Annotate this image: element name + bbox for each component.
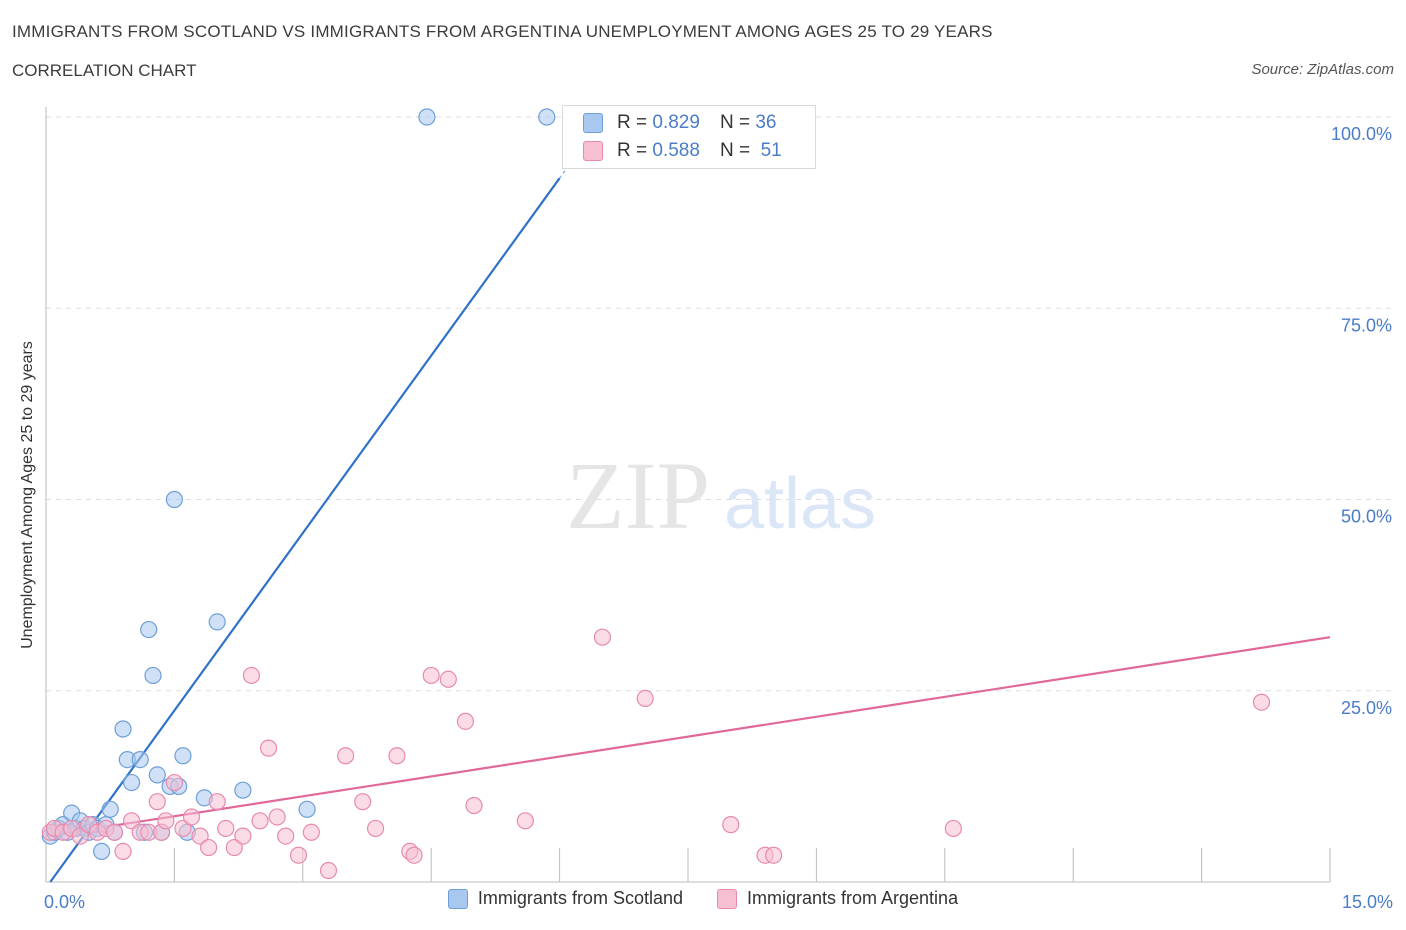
argentina-point [277,827,295,845]
r-label: R = [617,112,648,133]
watermark-zip: ZIP [566,442,710,549]
y-tick-label: 100.0% [1331,124,1392,144]
argentina-point [268,808,286,826]
scotland-point [144,666,162,685]
argentina-point [157,812,175,830]
source-credit: Source: ZipAtlas.com [1251,61,1394,78]
y-tick-label: 75.0% [1341,315,1392,335]
argentina-point [289,846,308,864]
argentina-point [242,666,261,685]
argentina-swatch [583,141,603,161]
argentina-point [208,793,226,811]
argentina-point [439,670,457,688]
correlation-box: R = 0.829 N = 36 R = 0.588 N = 51 [562,105,816,169]
argentina-point [148,793,166,811]
argentina-point [174,819,192,838]
argentina-point [516,812,534,830]
argentina-point [123,812,141,830]
data-points [41,108,1271,880]
argentina-point [593,628,612,646]
scotland-point [131,750,149,769]
argentina-r-value: 0.588 [652,140,700,161]
argentina-point [114,842,132,861]
argentina-point [465,796,483,815]
legend-swatch-scotland [447,888,468,909]
legend-swatch-argentina [717,888,737,909]
argentina-point [225,838,243,857]
argentina-point [259,739,278,757]
scotland-point [148,766,166,784]
y-tick-label: 50.0% [1341,507,1392,527]
y-axis-label: Unemployment Among Ages 25 to 29 years [19,341,36,649]
scotland-point [114,720,132,738]
argentina-point [366,819,385,838]
chart-subtitle: CORRELATION CHART [12,61,197,80]
argentina-point [764,846,783,864]
chart-title: IMMIGRANTS FROM SCOTLAND VS IMMIGRANTS F… [12,22,993,41]
axes [45,107,1331,883]
argentina-point [217,819,235,838]
chart-legend: Immigrants from Scotland Immigrants from… [0,888,1406,909]
scotland-n-value: 36 [755,112,777,133]
scotland-point [234,781,252,799]
argentina-point [191,827,209,845]
correlation-row-scotland: R = 0.829 N = 36 [583,112,776,134]
scotland-point [165,490,183,509]
scotland-swatch [583,113,603,133]
argentina-point [456,712,475,730]
scotland-point [174,747,192,765]
x-tick-label: 0.0% [44,892,85,912]
scotland-point [93,842,111,861]
argentina-point [302,823,320,841]
argentina-point [405,846,423,864]
y-tick-label: 25.0% [1341,698,1392,718]
argentina-point [354,793,372,811]
argentina-n-value: 51 [760,140,782,161]
grid-lines [46,116,1394,692]
scotland-point [538,108,556,126]
scotland-point [298,800,316,818]
argentina-point [422,666,440,685]
argentina-point [1252,693,1271,711]
argentina-point [71,827,89,845]
watermark-atlas: atlas [724,464,876,544]
n-label: N = [719,112,751,133]
argentina-point [388,747,406,765]
argentina-point [337,747,355,765]
legend-item-scotland[interactable]: Immigrants from Scotland [447,888,683,909]
correlation-row-argentina: R = 0.588 N = 51 [583,140,782,162]
scotland-point [208,613,226,631]
legend-label-scotland: Immigrants from Scotland [477,888,683,908]
trend-line-argentina [45,636,1331,838]
argentina-point [105,823,124,841]
argentina-point [722,816,740,834]
scotland-point [101,800,119,818]
legend-label-argentina: Immigrants from Argentina [747,888,959,908]
r-label: R = [617,140,648,161]
tick-labels: 25.0% 50.0% 75.0% 100.0% 0.0% 15.0% [44,124,1393,912]
argentina-point [319,861,338,880]
argentina-point [200,838,218,857]
x-tick-label: 15.0% [1342,892,1393,912]
scotland-point [140,620,158,639]
n-label: N = [719,140,751,161]
argentina-point [251,812,269,830]
argentina-point [636,689,654,708]
argentina-point [165,773,183,792]
argentina-point [944,819,962,838]
argentina-point [234,827,252,845]
scotland-point [418,108,436,126]
argentina-point [182,808,201,826]
scotland-point [123,773,141,792]
scotland-r-value: 0.829 [652,112,700,133]
legend-item-argentina[interactable]: Immigrants from Argentina [717,888,958,909]
